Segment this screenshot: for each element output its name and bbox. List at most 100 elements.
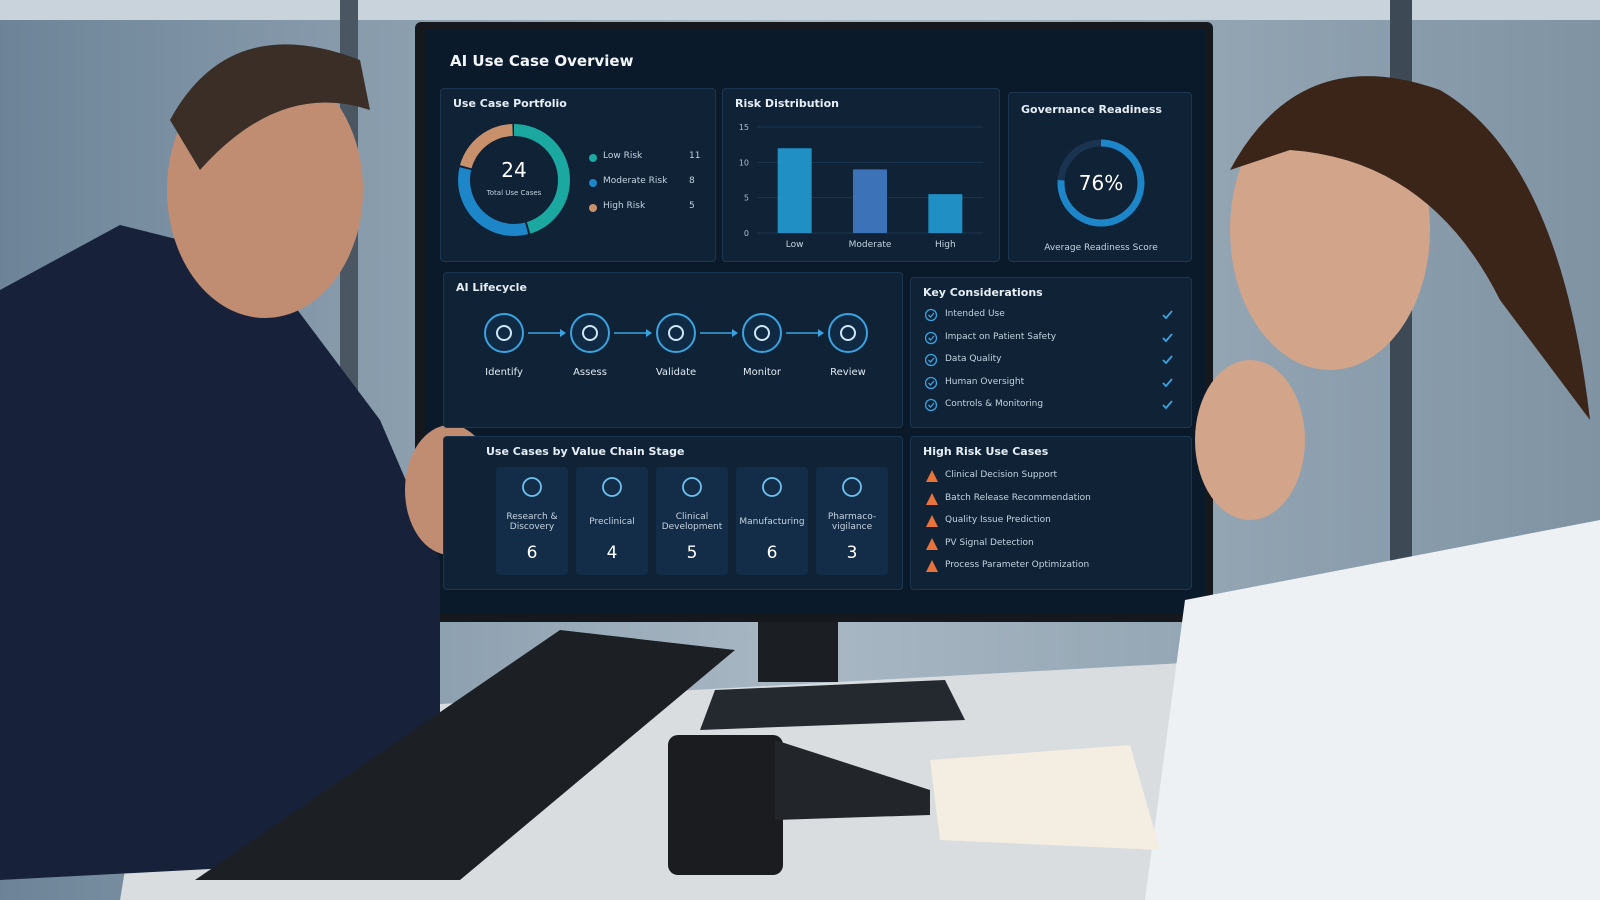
step-icon bbox=[656, 313, 696, 353]
panel-title: AI Lifecycle bbox=[456, 281, 527, 294]
donut-caption: Total Use Cases bbox=[486, 189, 542, 197]
stage-card: Pharmaco-vigilance 3 bbox=[816, 467, 888, 575]
consideration-label: Controls & Monitoring bbox=[945, 399, 1044, 409]
legend-row: Moderate Risk 8 bbox=[589, 176, 709, 190]
stage-count: 5 bbox=[686, 543, 698, 563]
check-icon bbox=[925, 331, 938, 344]
arrow-head bbox=[646, 329, 652, 337]
stage-name: Research & Discovery bbox=[506, 512, 558, 532]
consideration-label: Human Oversight bbox=[945, 376, 1025, 387]
legend-value: 5 bbox=[689, 201, 695, 211]
panel-graphic bbox=[484, 313, 868, 353]
donut-segment bbox=[458, 124, 570, 236]
stage-name: Manufacturing bbox=[739, 517, 805, 527]
step-label: Identify bbox=[485, 367, 523, 378]
step-label: Monitor bbox=[742, 367, 781, 378]
check-glyph bbox=[928, 357, 935, 363]
consideration-label: Impact on Patient Safety bbox=[945, 331, 1057, 342]
panel-graphic bbox=[522, 477, 542, 497]
step-label: Assess bbox=[573, 367, 607, 378]
legend-label: Low Risk bbox=[603, 151, 643, 161]
panel-graphic bbox=[926, 492, 938, 505]
x-tick-label: Low bbox=[786, 240, 804, 250]
woman-hand bbox=[1195, 360, 1305, 520]
step-glyph bbox=[754, 325, 770, 341]
check-icon bbox=[925, 398, 938, 412]
stage-name: Preclinical bbox=[589, 517, 635, 527]
legend-row: Low Risk 11 bbox=[589, 151, 709, 165]
panel-graphic bbox=[926, 560, 938, 572]
check-icon bbox=[925, 308, 938, 322]
high-risk-panel: High Risk Use Cases Clinical Decision Sup… bbox=[910, 436, 1192, 590]
check-glyph bbox=[928, 380, 935, 386]
notebook bbox=[775, 740, 930, 820]
warning-icon bbox=[926, 492, 938, 505]
step-icon bbox=[742, 313, 782, 353]
readiness-value: 76% bbox=[1079, 171, 1123, 195]
bar bbox=[853, 169, 887, 233]
step-icon bbox=[828, 313, 868, 353]
panel-graphic bbox=[602, 477, 622, 497]
high-risk-row: Batch Release Recommendation bbox=[925, 492, 1185, 508]
consideration-row: Controls & Monitoring bbox=[925, 398, 1181, 414]
panel-title: Key Considerations bbox=[923, 286, 1043, 299]
governance-panel: Governance Readiness 76% Average Readiness… bbox=[1008, 92, 1192, 262]
legend-row: High Risk 5 bbox=[589, 201, 709, 215]
high-risk-label: Clinical Decision Support bbox=[945, 470, 1058, 480]
value-chain-panel: Use Cases by Value Chain Stage Research &… bbox=[443, 436, 903, 590]
readiness-ring bbox=[1057, 139, 1145, 227]
stage-card: Manufacturing 6 bbox=[736, 467, 808, 575]
step-label: Validate bbox=[655, 367, 697, 378]
ceiling bbox=[0, 0, 1600, 20]
woman-coat bbox=[1145, 520, 1600, 900]
high-risk-label: Batch Release Recommendation bbox=[945, 492, 1091, 503]
stage-count: 6 bbox=[766, 543, 778, 563]
arrow-head bbox=[818, 329, 824, 337]
check-mark bbox=[1162, 377, 1173, 387]
donut-segment bbox=[458, 124, 570, 236]
check-mark bbox=[1162, 310, 1173, 320]
panel-graphic bbox=[762, 477, 782, 497]
check-icon bbox=[925, 353, 938, 367]
donut-total: 24 bbox=[501, 158, 526, 182]
consideration-row: Impact on Patient Safety bbox=[925, 331, 1181, 347]
man-suit bbox=[0, 225, 440, 880]
step-icon bbox=[570, 313, 610, 353]
panel-title: High Risk Use Cases bbox=[923, 445, 1049, 458]
step-glyph bbox=[496, 325, 512, 341]
panel-graphic bbox=[925, 331, 1173, 344]
stage-icon bbox=[762, 477, 782, 497]
risk-panel: Risk Distribution 0 5 10 15 Low Moderate High bbox=[722, 88, 1000, 262]
legend-value: 8 bbox=[689, 176, 695, 186]
step-glyph bbox=[582, 325, 598, 341]
stage-name: Pharmaco-vigilance bbox=[827, 512, 877, 532]
stage-icon bbox=[522, 477, 542, 497]
y-tick-label: 0 bbox=[744, 229, 749, 238]
step-glyph bbox=[668, 325, 684, 341]
warning-icon bbox=[926, 560, 938, 572]
high-risk-row: Process Parameter Optimization bbox=[925, 559, 1185, 575]
legend-value: 11 bbox=[689, 151, 701, 161]
panel-graphic bbox=[842, 477, 862, 497]
panel-graphic bbox=[926, 537, 938, 550]
warning-icon bbox=[926, 470, 938, 482]
man-hair bbox=[170, 44, 370, 170]
check-mark bbox=[1162, 332, 1173, 342]
y-tick-label: 15 bbox=[739, 123, 749, 132]
high-risk-row: Quality Issue Prediction bbox=[925, 514, 1185, 530]
panel-graphic bbox=[682, 477, 702, 497]
stage-icon bbox=[682, 477, 702, 497]
woman-hair bbox=[1230, 76, 1590, 420]
panel-graphic bbox=[925, 398, 1173, 412]
stage-card: Preclinical 4 bbox=[576, 467, 648, 575]
stage-name: Clinical Development bbox=[661, 512, 723, 532]
panel-graphic: 0 5 10 15 Low Moderate High bbox=[739, 123, 983, 250]
panel-title: Use Case Portfolio bbox=[453, 97, 567, 110]
stage-count: 4 bbox=[606, 543, 618, 563]
readiness-caption: Average Readiness Score bbox=[1044, 243, 1158, 253]
stage-card: Research & Discovery 6 bbox=[496, 467, 568, 575]
y-tick-label: 5 bbox=[744, 194, 749, 203]
arrow-head bbox=[732, 329, 738, 337]
legend-dot bbox=[589, 179, 597, 187]
